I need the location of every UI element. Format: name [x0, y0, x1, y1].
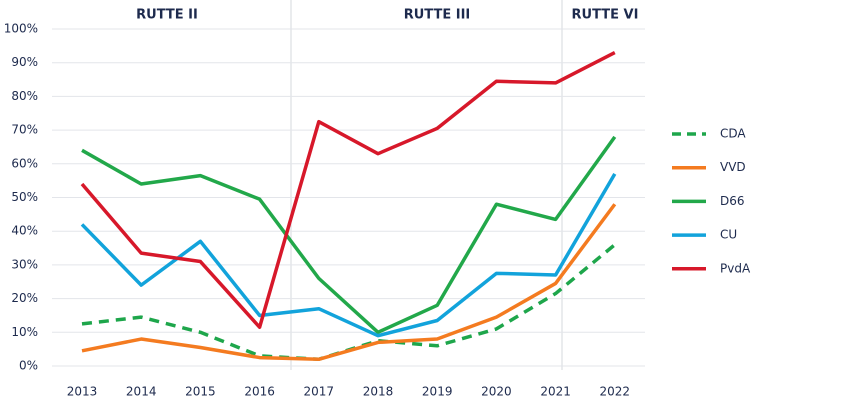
- x-tick-label: 2020: [481, 385, 512, 399]
- period-label: RUTTE VI: [572, 8, 639, 23]
- series-line: [81, 203, 617, 362]
- y-tick-label: 30%: [11, 257, 38, 271]
- legend-label: VVD: [720, 160, 746, 174]
- legend-label: CDA: [720, 127, 746, 141]
- x-tick-label: 2015: [185, 385, 216, 399]
- y-tick-label: 100%: [4, 22, 38, 36]
- x-tick-label: 2022: [600, 385, 631, 399]
- series-line: [81, 135, 617, 335]
- y-tick-label: 80%: [11, 89, 38, 103]
- series-line: [80, 51, 616, 329]
- y-tick-label: 20%: [11, 291, 38, 305]
- legend-label: CU: [720, 228, 737, 242]
- x-tick-label: 2021: [540, 385, 571, 399]
- y-tick-label: 60%: [11, 156, 38, 170]
- x-tick-label: 2019: [422, 385, 453, 399]
- y-tick-label: 40%: [11, 224, 38, 238]
- x-tick-label: 2016: [244, 385, 275, 399]
- x-tick-label: 2018: [363, 385, 394, 399]
- x-tick-label: 2013: [67, 385, 98, 399]
- series-line: [80, 173, 617, 338]
- y-tick-label: 90%: [11, 55, 38, 69]
- legend-label: D66: [720, 194, 745, 208]
- y-tick-label: 50%: [11, 190, 38, 204]
- legend-label: PvdA: [720, 261, 751, 275]
- period-label: RUTTE III: [404, 8, 471, 23]
- y-tick-label: 70%: [11, 123, 38, 137]
- x-tick-label: 2017: [304, 385, 335, 399]
- period-label: RUTTE II: [136, 8, 198, 23]
- x-tick-label: 2014: [126, 385, 157, 399]
- y-tick-label: 0%: [19, 359, 38, 373]
- y-tick-label: 10%: [11, 325, 38, 339]
